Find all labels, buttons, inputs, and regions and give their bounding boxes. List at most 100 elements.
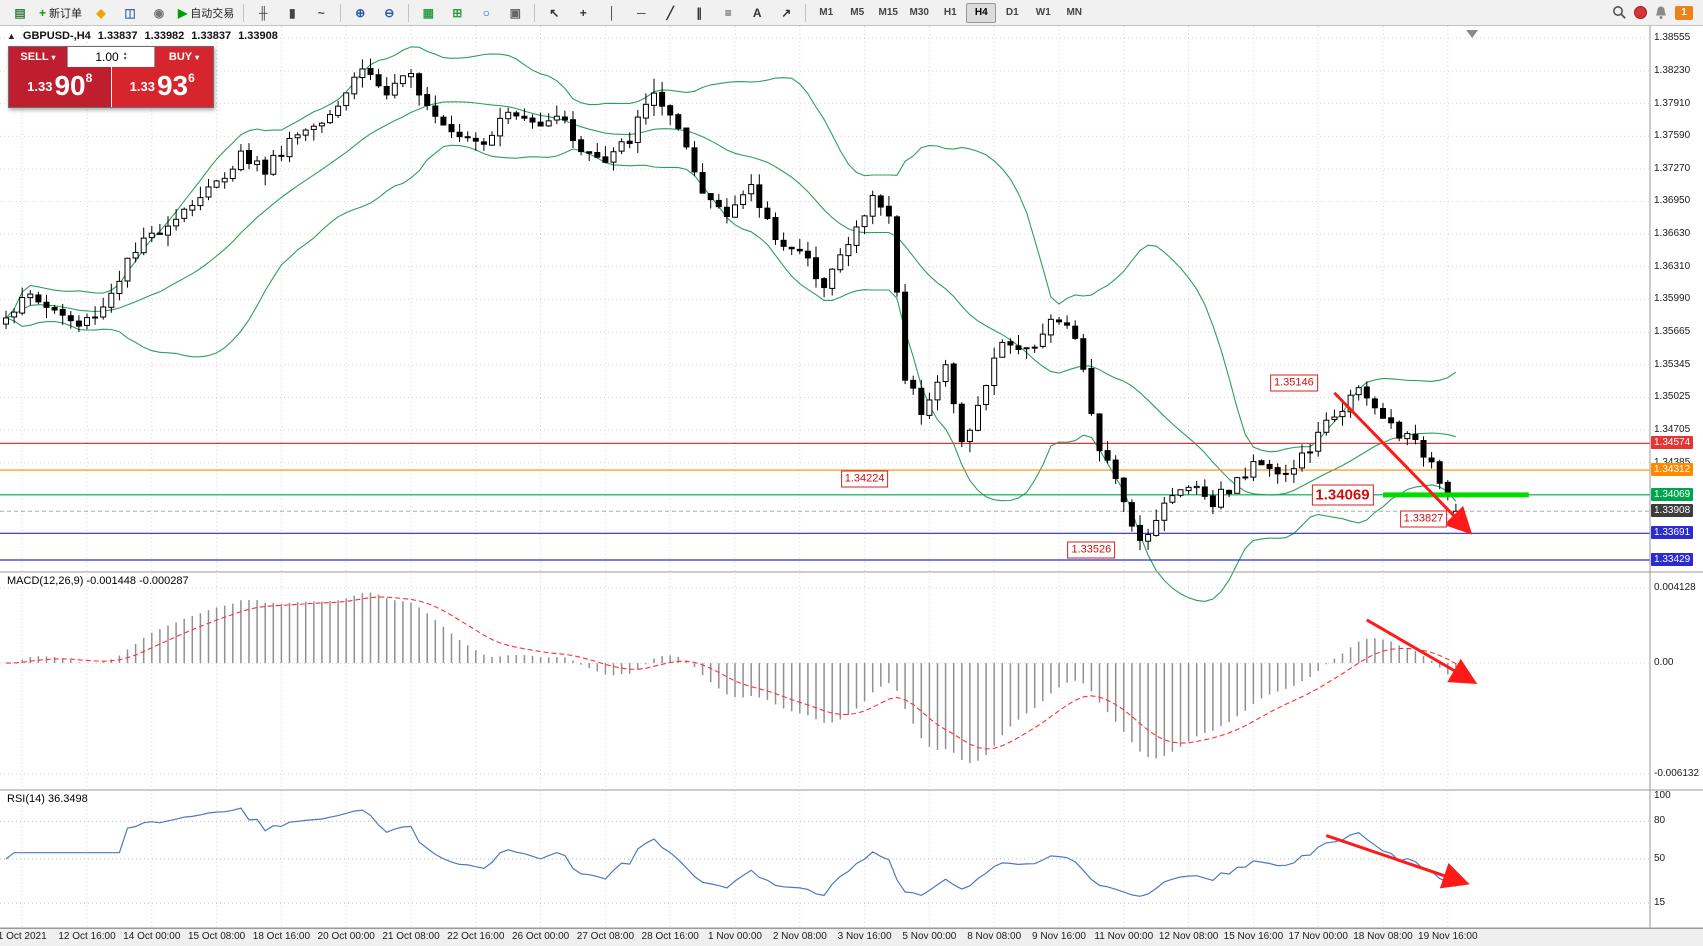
new-chart-button[interactable]: ▤ xyxy=(6,2,34,24)
templates-icon: ▣ xyxy=(509,5,521,20)
timeframe-w1[interactable]: W1 xyxy=(1035,7,1051,18)
fibonacci-tool-icon: ≡ xyxy=(724,5,732,20)
timeframe-m1[interactable]: M1 xyxy=(819,7,834,18)
zoom-out-icon: ⊖ xyxy=(384,5,395,20)
notification-badge[interactable]: 1 xyxy=(1675,5,1693,20)
depth-of-market-icon: ◫ xyxy=(124,5,136,20)
trade-widget-prices: 1.33 90 8 1.33 93 6 xyxy=(9,67,213,107)
new-order-label: 新订单 xyxy=(49,7,83,20)
fibonacci-tool-button[interactable]: ≡ xyxy=(714,2,742,24)
cursor-button[interactable]: ↖ xyxy=(540,2,568,24)
bar-high: 1.33982 xyxy=(144,30,185,42)
text-tool-icon: A xyxy=(752,5,762,20)
trend-arrow[interactable] xyxy=(1366,618,1478,685)
notifications-bell-icon[interactable] xyxy=(1654,5,1668,20)
bar-low: 1.33837 xyxy=(191,30,232,42)
crosshair-button[interactable]: + xyxy=(569,2,597,24)
text-tool-button[interactable]: A xyxy=(743,2,771,24)
channel-tool-icon: ∥ xyxy=(696,5,703,20)
vertical-line-tool-icon: │ xyxy=(608,5,617,20)
macd-histogram xyxy=(13,592,1457,764)
trend-arrow[interactable] xyxy=(1333,391,1473,535)
rsi-label: RSI(14) 36.3498 xyxy=(7,793,88,805)
buy-caret-icon: ▾ xyxy=(195,52,200,62)
buy-price-sup: 6 xyxy=(188,71,195,85)
sell-price-prefix: 1.33 xyxy=(27,79,53,94)
templates-button[interactable]: ▣ xyxy=(501,2,529,24)
toolbar-separator xyxy=(340,3,342,22)
volume-input[interactable]: 1.00 ▴ ▾ xyxy=(67,47,155,67)
trendline-tool-icon: ╱ xyxy=(666,5,674,20)
trade-widget-controls: SELL ▾ 1.00 ▴ ▾ BUY ▾ xyxy=(9,47,213,67)
metaeditor-icon: ◆ xyxy=(96,5,106,20)
tile-windows-icon: ▦ xyxy=(422,5,434,20)
periods-icon: ○ xyxy=(482,5,490,20)
arrows-tool-button[interactable]: ↗ xyxy=(772,2,800,24)
horizontal-line-tool-button[interactable]: ─ xyxy=(627,2,655,24)
toolbar-separator xyxy=(805,3,807,22)
indicators-icon: ⊞ xyxy=(452,5,463,20)
record-icon[interactable] xyxy=(1634,6,1647,19)
channel-tool-button[interactable]: ∥ xyxy=(685,2,713,24)
macd-signal-line xyxy=(5,596,1457,750)
bar-close: 1.33908 xyxy=(238,30,278,42)
metaeditor-button[interactable]: ◆ xyxy=(87,2,115,24)
buy-price-big: 93 xyxy=(156,70,189,101)
timeframe-d1[interactable]: D1 xyxy=(1005,7,1019,18)
sell-price-big: 90 xyxy=(54,70,86,101)
new-order-button[interactable]: + 新订单 xyxy=(35,2,86,24)
depth-of-market-button[interactable]: ◫ xyxy=(116,2,144,24)
rsi-line xyxy=(5,807,1457,897)
horizontal-level-lines[interactable] xyxy=(0,442,1650,561)
timeframe-mn[interactable]: MN xyxy=(1066,7,1083,18)
periods-button[interactable]: ○ xyxy=(472,2,500,24)
search-icon[interactable] xyxy=(1612,5,1627,20)
line-chart-mode-icon: ~ xyxy=(317,5,325,20)
buy-button[interactable]: BUY ▾ xyxy=(155,47,213,67)
arrows-tool-icon: ↗ xyxy=(781,5,792,20)
timeframe-m5[interactable]: M5 xyxy=(850,7,865,18)
buy-price[interactable]: 1.33 93 6 xyxy=(110,67,213,107)
indicators-button[interactable]: ⊞ xyxy=(443,2,471,24)
timeframe-m30[interactable]: M30 xyxy=(909,7,929,18)
bar-chart-mode-button[interactable]: ╫ xyxy=(249,2,277,24)
toolbar-button-groups: ▤ + 新订单 ◆ ◫ ◉ ▶ 自动交易 ╫ ▮ ~ ⊕ ⊖ ▦ ⊞ ○ ▣ ↖ + │ ─ ╱ ∥ ≡ A ↗ M1 M5 M15 M3… xyxy=(6,2,1089,24)
sell-price[interactable]: 1.33 90 8 xyxy=(9,67,111,107)
autotrading-icon: ▶ xyxy=(178,5,188,20)
sell-price-sup: 8 xyxy=(85,71,93,85)
candlestick-mode-button[interactable]: ▮ xyxy=(278,2,306,24)
trendline-tool-button[interactable]: ╱ xyxy=(656,2,684,24)
line-chart-mode-button[interactable]: ~ xyxy=(307,2,335,24)
buy-button-label: BUY xyxy=(168,51,193,63)
bollinger-bands xyxy=(5,46,1457,602)
toolbar-separator xyxy=(534,3,536,22)
sell-caret-icon: ▾ xyxy=(51,52,56,62)
one-click-trading-widget: SELL ▾ 1.00 ▴ ▾ BUY ▾ 1.33 90 8 1.33 93 6 xyxy=(8,46,214,108)
time-axis[interactable] xyxy=(0,928,1703,946)
bar-open: 1.33837 xyxy=(97,30,138,42)
volume-stepper[interactable]: ▴ ▾ xyxy=(123,51,127,62)
tile-windows-button[interactable]: ▦ xyxy=(414,2,442,24)
trend-arrow[interactable] xyxy=(1325,834,1470,889)
buy-price-prefix: 1.33 xyxy=(129,79,155,94)
horizontal-line-tool-icon: ─ xyxy=(636,5,646,20)
mql5-community-button[interactable]: ◉ xyxy=(145,2,173,24)
grid-lines xyxy=(0,26,1650,928)
timeframe-h4[interactable]: H4 xyxy=(966,2,997,23)
zoom-out-button[interactable]: ⊖ xyxy=(375,2,403,24)
macd-label: MACD(12,26,9) -0.001448 -0.000287 xyxy=(7,575,189,587)
zoom-in-button[interactable]: ⊕ xyxy=(346,2,374,24)
vertical-line-tool-button[interactable]: │ xyxy=(598,2,626,24)
sell-button[interactable]: SELL ▾ xyxy=(9,47,67,67)
chart-shift-marker[interactable] xyxy=(1466,30,1479,38)
autotrading-button[interactable]: ▶ 自动交易 xyxy=(174,2,238,24)
timeframe-m15[interactable]: M15 xyxy=(878,7,898,18)
timeframe-h1[interactable]: H1 xyxy=(943,7,957,18)
toolbar-right: 1 xyxy=(1612,5,1697,20)
symbol-name: GBPUSD-,H4 xyxy=(22,30,91,42)
zoom-in-icon: ⊕ xyxy=(355,5,366,20)
mql5-community-icon: ◉ xyxy=(153,5,165,20)
sell-button-label: SELL xyxy=(20,51,49,63)
